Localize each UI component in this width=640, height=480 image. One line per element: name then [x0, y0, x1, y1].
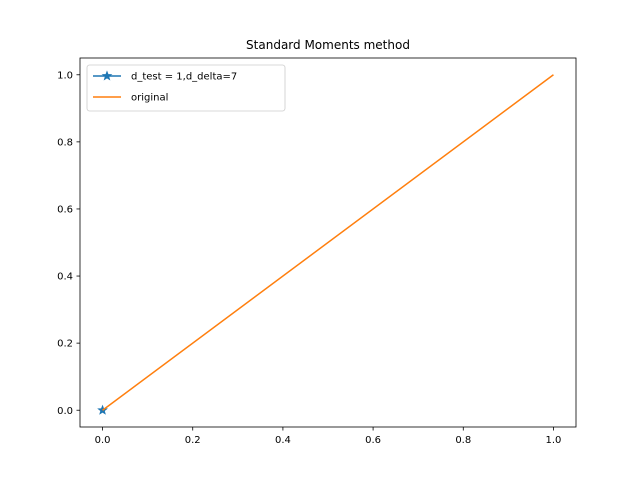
series-layer	[97, 74, 554, 415]
y-tick-label: 0.6	[57, 205, 73, 216]
legend-marker-0	[101, 70, 113, 81]
legend: d_test = 1,d_delta=7 original	[86, 64, 286, 112]
x-tick-label: 0.8	[455, 435, 471, 446]
x-tick-label: 1.0	[546, 435, 562, 446]
x-tick-label: 0.4	[275, 435, 291, 446]
series-line-1	[102, 74, 554, 411]
y-tick-label: 0.0	[57, 406, 73, 417]
x-tick-label: 0.2	[185, 435, 201, 446]
x-axis: 0.0 0.2 0.4 0.6 0.8 1.0	[95, 427, 562, 446]
y-tick-label: 0.2	[57, 339, 73, 350]
chart-title: Standard Moments method	[246, 38, 410, 52]
y-axis: 0.0 0.2 0.4 0.6 0.8 1.0	[57, 70, 80, 417]
plot-frame	[79, 57, 577, 428]
x-tick-label: 0.0	[95, 435, 111, 446]
legend-frame	[86, 64, 286, 112]
y-tick-label: 0.4	[57, 272, 73, 283]
legend-label-1: original	[131, 93, 168, 104]
x-tick-label: 0.6	[365, 435, 381, 446]
y-tick-label: 1.0	[57, 70, 73, 81]
legend-label-0: d_test = 1,d_delta=7	[131, 72, 237, 83]
y-tick-label: 0.8	[57, 137, 73, 148]
